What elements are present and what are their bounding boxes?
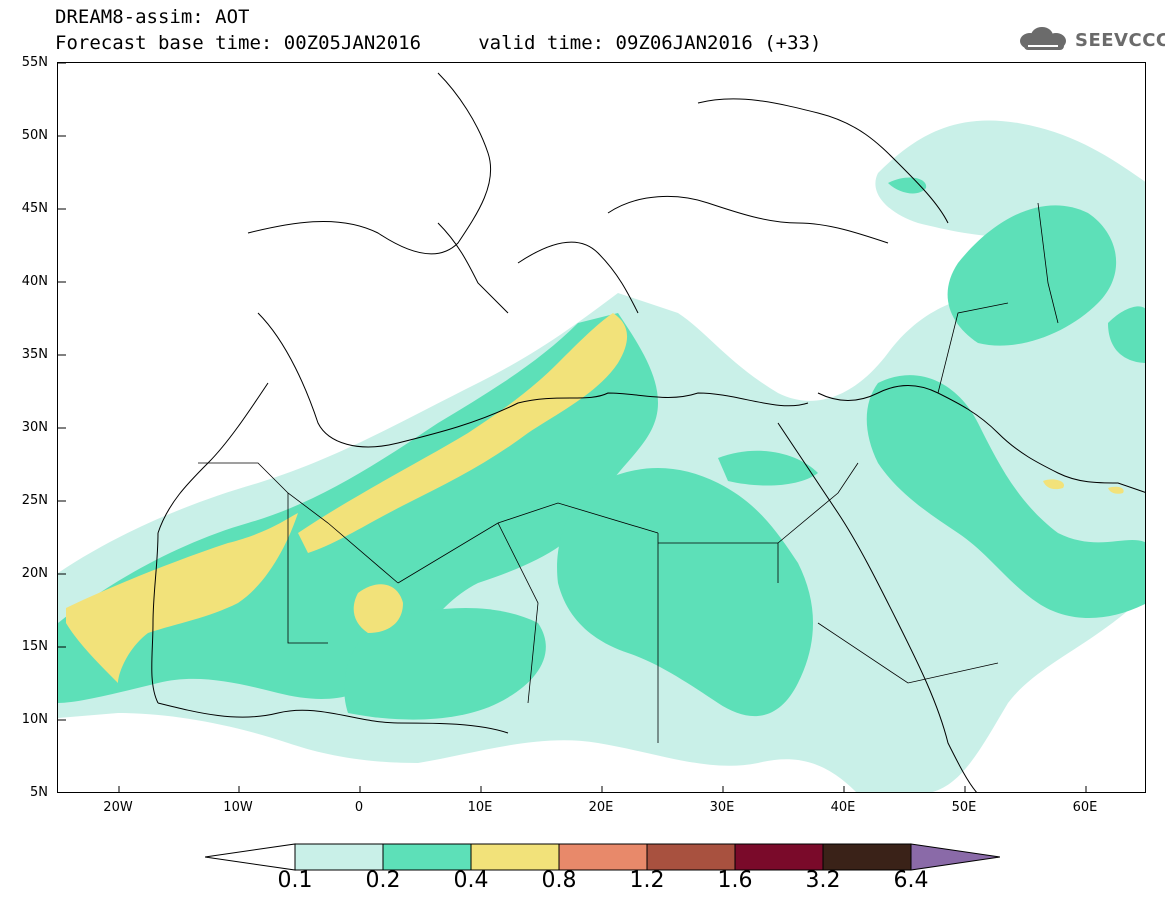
map-panel (57, 62, 1146, 793)
lat-label: 35N (21, 347, 48, 362)
lat-label: 40N (21, 274, 48, 289)
colorbar-label: 0.1 (277, 868, 313, 893)
lat-label: 20N (21, 566, 48, 581)
forecast-time-line: Forecast base time: 00Z05JAN2016 valid t… (55, 32, 822, 54)
lon-label: 20E (588, 800, 614, 815)
colorbar-segment (470, 843, 560, 871)
lon-label: 0 (354, 800, 364, 815)
colorbar-label: 3.2 (805, 868, 841, 893)
country-borders (198, 202, 1059, 743)
lat-label: 15N (21, 639, 48, 654)
colorbar-label: 0.2 (365, 868, 401, 893)
colorbar-segment (822, 843, 912, 871)
lon-label: 10E (467, 800, 493, 815)
lat-label: 50N (21, 128, 48, 143)
lon-label: 50E (951, 800, 977, 815)
aot-band-0.4 (66, 313, 1124, 683)
lat-label: 10N (21, 712, 48, 727)
colorbar-label: 6.4 (893, 868, 929, 893)
coastlines (151, 72, 1145, 792)
colorbar (205, 843, 1000, 871)
seevccc-logo (1020, 27, 1066, 50)
grid-ticks (58, 63, 1087, 792)
lon-label: 60E (1072, 800, 1098, 815)
lat-label: 5N (30, 785, 48, 800)
colorbar-label: 1.2 (629, 868, 665, 893)
colorbar-segment (646, 843, 736, 871)
lat-label: 30N (21, 420, 48, 435)
lat-label: 45N (21, 201, 48, 216)
lat-label: 25N (21, 493, 48, 508)
colorbar-label: 0.4 (453, 868, 489, 893)
colorbar-segment (734, 843, 824, 871)
colorbar-segment (294, 843, 384, 871)
lat-label: 55N (21, 55, 48, 70)
colorbar-under-arrow (205, 843, 296, 871)
lon-label: 30E (709, 800, 735, 815)
colorbar-label: 0.8 (541, 868, 577, 893)
aot-map (58, 63, 1145, 792)
lon-label: 40E (830, 800, 856, 815)
map-title: DREAM8-assim: AOT (55, 6, 250, 28)
colorbar-label: 1.6 (717, 868, 753, 893)
lon-label: 10W (223, 800, 253, 815)
colorbar-over-arrow (910, 843, 1000, 871)
logo-text: SEEVCCC (1075, 30, 1165, 51)
colorbar-segment (382, 843, 472, 871)
lon-label: 20W (103, 800, 133, 815)
colorbar-segment (558, 843, 648, 871)
